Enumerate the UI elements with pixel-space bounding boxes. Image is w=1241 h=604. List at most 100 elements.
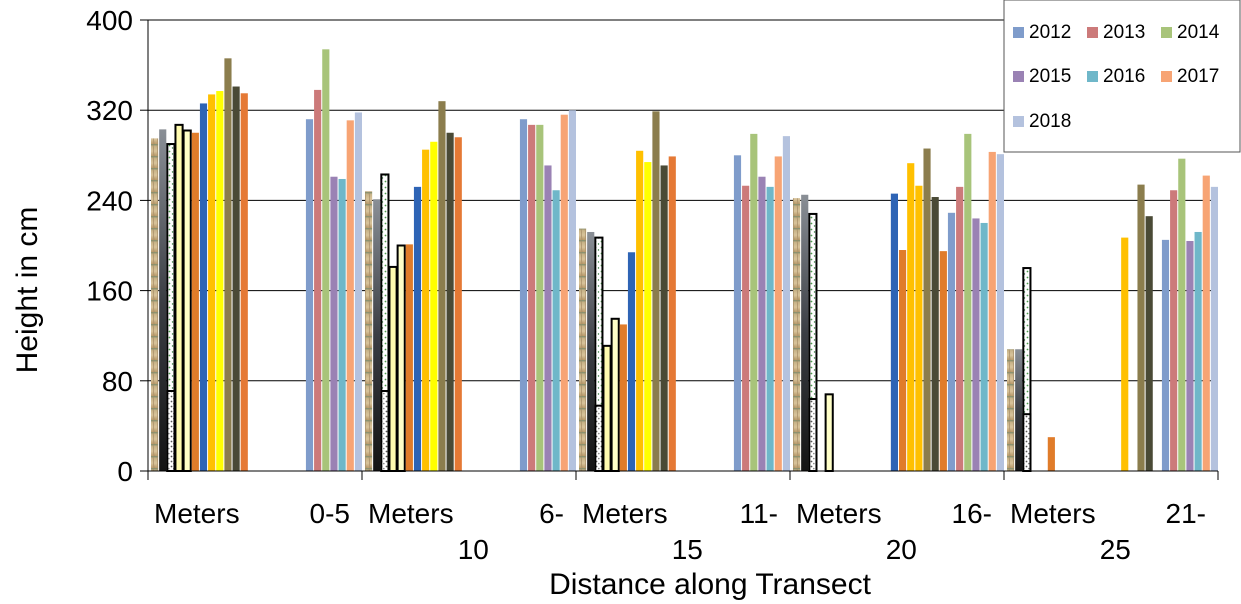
bar bbox=[373, 199, 381, 471]
bar bbox=[587, 231, 595, 471]
x-tick-label: Meters 21- 25 bbox=[1010, 498, 1206, 565]
bar bbox=[619, 324, 627, 471]
legend-label: 2018 bbox=[1029, 111, 1071, 132]
bar-base-texture bbox=[594, 404, 604, 472]
bar bbox=[405, 244, 413, 471]
bar bbox=[899, 250, 907, 471]
bar bbox=[793, 198, 801, 471]
bar bbox=[346, 120, 354, 471]
legend-label: 2017 bbox=[1177, 66, 1219, 87]
bar bbox=[552, 190, 560, 471]
y-tick-label: 240 bbox=[86, 185, 133, 216]
bar bbox=[314, 89, 322, 471]
bar bbox=[1202, 175, 1210, 471]
legend-label: 2016 bbox=[1103, 66, 1145, 87]
x-tick-label: Meters 6- 10 bbox=[368, 498, 564, 565]
legend-swatch bbox=[1087, 71, 1098, 82]
x-tick-label: Meters 11- 15 bbox=[582, 498, 778, 565]
bar bbox=[199, 103, 208, 471]
bar bbox=[182, 129, 192, 472]
bar bbox=[1186, 240, 1194, 471]
bar bbox=[824, 393, 834, 472]
x-tick-label-part: Meters bbox=[154, 498, 240, 529]
bar bbox=[388, 265, 398, 472]
bar bbox=[988, 151, 996, 472]
bar bbox=[430, 141, 438, 471]
bar bbox=[536, 124, 544, 472]
bar bbox=[733, 155, 742, 472]
bar bbox=[1145, 216, 1153, 471]
x-tick-label-part: 16- bbox=[952, 498, 992, 529]
x-tick-label-part: 21- bbox=[1166, 498, 1206, 529]
bar bbox=[438, 101, 446, 472]
x-tick-label-part: Meters bbox=[582, 498, 668, 529]
bar bbox=[1137, 184, 1145, 472]
bar bbox=[232, 86, 240, 472]
bar bbox=[782, 136, 790, 471]
bar-base-texture bbox=[1022, 413, 1032, 473]
legend-label: 2015 bbox=[1029, 66, 1071, 87]
bar-base-texture bbox=[166, 390, 176, 472]
bar bbox=[208, 94, 216, 471]
bar bbox=[1121, 237, 1129, 471]
legend-swatch bbox=[1013, 71, 1024, 82]
legend-label: 2012 bbox=[1029, 22, 1071, 43]
bar bbox=[972, 218, 980, 471]
bar bbox=[742, 185, 750, 471]
legend: 2012 2013 2014 2015 2016 2017 2018 bbox=[1003, 0, 1241, 153]
bar bbox=[766, 186, 774, 471]
bar bbox=[668, 156, 676, 472]
legend-label: 2014 bbox=[1177, 22, 1220, 43]
bar bbox=[1194, 231, 1202, 471]
x-tick-label: Meters 0-5 bbox=[154, 498, 350, 529]
y-tick-label: 400 bbox=[86, 5, 133, 36]
bar bbox=[305, 119, 314, 471]
bar bbox=[240, 93, 248, 471]
legend-swatch bbox=[1013, 27, 1024, 38]
legend-box bbox=[1003, 0, 1241, 153]
x-tick-label-part: 25 bbox=[1100, 534, 1131, 565]
x-tick-label-part: Meters bbox=[368, 498, 454, 529]
bar bbox=[890, 193, 898, 471]
y-tick-label: 80 bbox=[102, 366, 133, 397]
x-tick-label-part: 6- bbox=[539, 498, 564, 529]
y-tick-label: 160 bbox=[86, 276, 133, 307]
bar bbox=[322, 49, 330, 471]
bar bbox=[454, 137, 462, 471]
bar bbox=[996, 154, 1004, 472]
bar bbox=[528, 124, 536, 472]
bar bbox=[519, 119, 528, 471]
bar bbox=[560, 114, 568, 472]
bar bbox=[1170, 190, 1178, 471]
bar bbox=[413, 186, 422, 471]
x-tick-label-part: 20 bbox=[886, 534, 917, 565]
legend-swatch bbox=[1013, 116, 1024, 127]
legend-swatch bbox=[1161, 71, 1172, 82]
x-tick-label-part: 0-5 bbox=[310, 498, 350, 529]
bar bbox=[1178, 158, 1186, 471]
bar bbox=[931, 197, 939, 471]
bar bbox=[939, 251, 947, 471]
bar bbox=[907, 163, 915, 471]
bar bbox=[1047, 437, 1055, 471]
x-tick-label-part: 11- bbox=[740, 498, 778, 529]
legend-label: 2013 bbox=[1103, 22, 1145, 43]
bar bbox=[1007, 349, 1015, 471]
bar bbox=[750, 133, 758, 471]
bar bbox=[774, 156, 782, 472]
bar bbox=[174, 123, 184, 472]
bar bbox=[338, 178, 346, 472]
bar bbox=[354, 112, 362, 471]
bar bbox=[151, 138, 159, 471]
bar bbox=[980, 222, 988, 471]
bar-base-texture bbox=[808, 398, 818, 472]
bar bbox=[1210, 186, 1218, 471]
bar bbox=[644, 162, 652, 471]
bar bbox=[956, 186, 964, 471]
bar bbox=[915, 185, 923, 471]
bar bbox=[1015, 349, 1023, 471]
bar bbox=[610, 317, 620, 472]
bar bbox=[568, 110, 576, 471]
